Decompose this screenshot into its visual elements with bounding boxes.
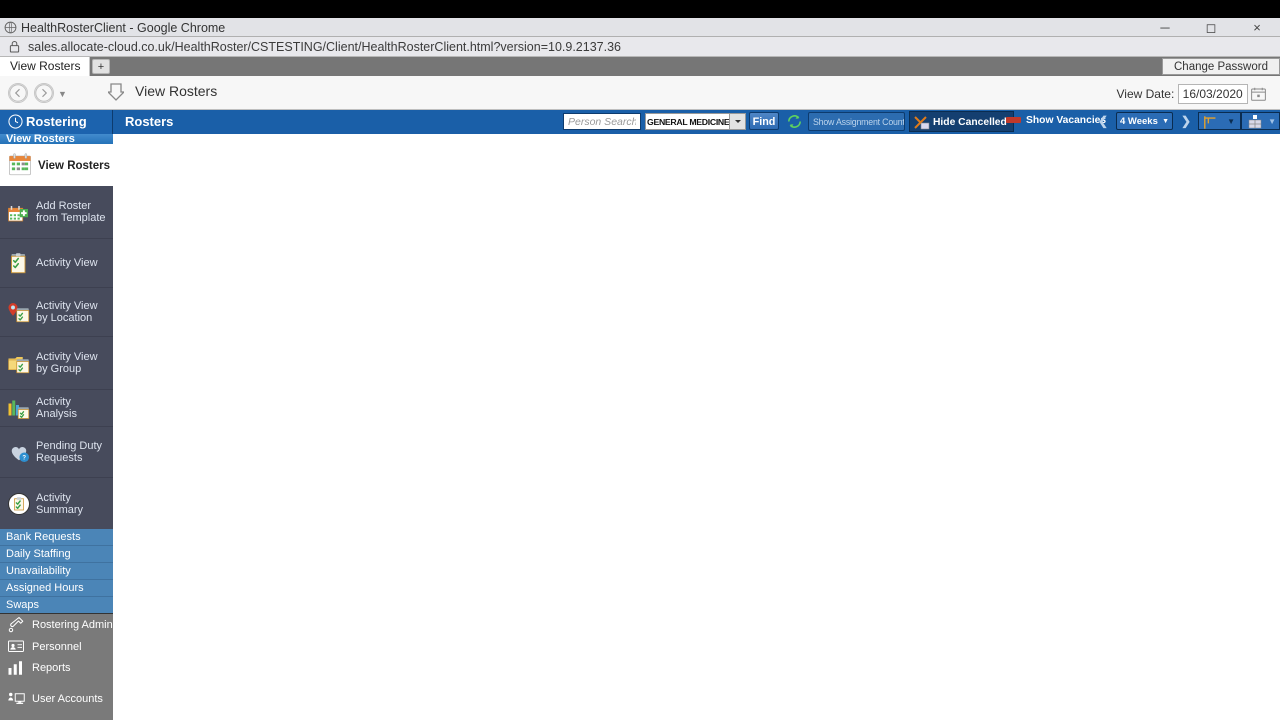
svg-text:?: ? xyxy=(22,456,26,462)
